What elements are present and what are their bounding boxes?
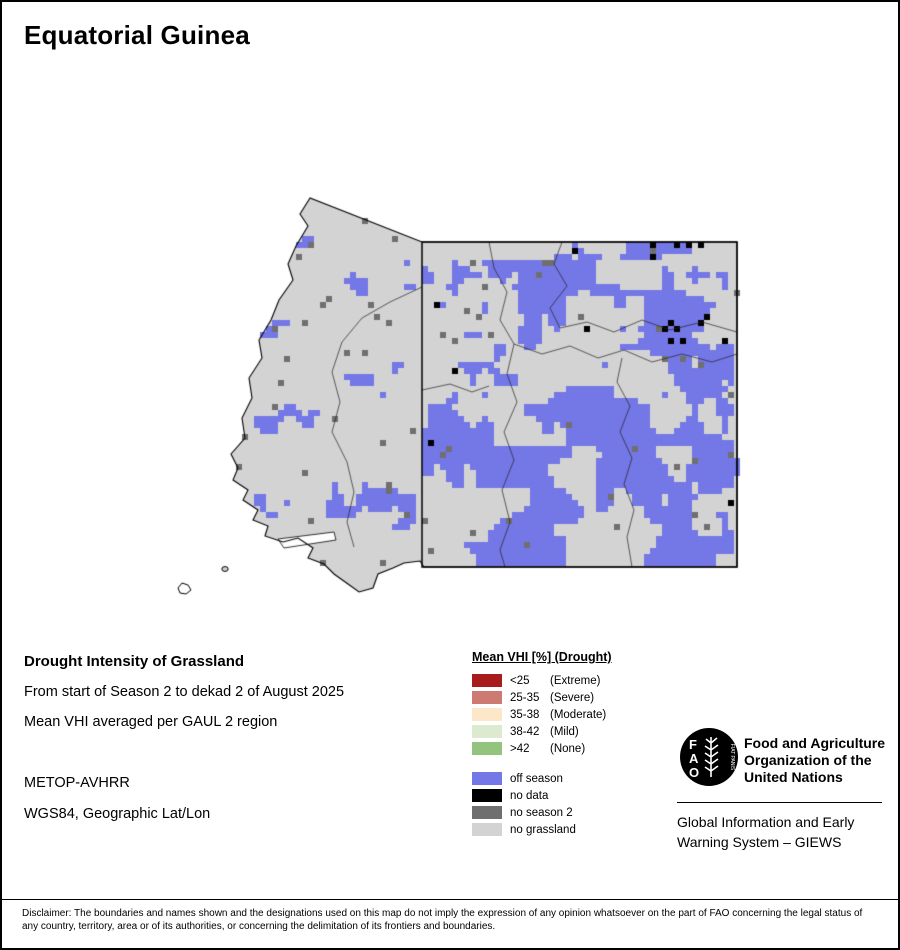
giews-line1: Global Information and Early	[677, 814, 855, 830]
fao-logo-letter-a: A	[689, 751, 699, 766]
legend-range: <25	[510, 674, 530, 687]
legend-swatch-extreme	[472, 674, 502, 687]
legend-desc: no data	[510, 789, 549, 802]
legend-row-no-season2: no season 2	[472, 804, 682, 821]
map-subtitle: Drought Intensity of Grassland	[24, 653, 245, 670]
legend-swatch-none	[472, 742, 502, 755]
legend-row-none: >42 (None)	[472, 740, 682, 757]
page-title: Equatorial Guinea	[24, 20, 250, 50]
legend-row-no-data: no data	[472, 787, 682, 804]
disclaimer-text: Disclaimer: The boundaries and names sho…	[22, 908, 863, 932]
fao-logo-icon: F A O FIAT PANIS	[680, 728, 738, 786]
legend-desc: (Extreme)	[550, 674, 601, 687]
drought-map-canvas	[167, 137, 747, 612]
method-line: Mean VHI averaged per GAUL 2 region	[24, 714, 278, 730]
sensor-line: METOP-AVHRR	[24, 775, 130, 791]
legend-range: >42	[510, 742, 530, 755]
fao-org-line1: Food and Agriculture	[744, 735, 886, 751]
period-line: From start of Season 2 to dekad 2 of Aug…	[24, 684, 345, 700]
legend-range: 38-42	[510, 725, 540, 738]
legend: Mean VHI [%] (Drought) <25 (Extreme) 25-…	[472, 650, 682, 838]
legend-desc: (Mild)	[550, 725, 579, 738]
legend-swatch-no-data	[472, 789, 502, 802]
legend-range: 35-38	[510, 708, 540, 721]
legend-desc: (Moderate)	[550, 708, 607, 721]
legend-swatch-no-grassland	[472, 823, 502, 836]
legend-desc: no season 2	[510, 806, 573, 819]
legend-gap	[472, 757, 682, 770]
legend-row-moderate: 35-38 (Moderate)	[472, 706, 682, 723]
legend-desc: no grassland	[510, 823, 576, 836]
fao-org-name: Food and Agriculture Organization of the…	[744, 735, 898, 786]
wheat-ear-icon	[704, 737, 719, 777]
giews-label: Global Information and Early Warning Sys…	[677, 812, 897, 852]
legend-row-mild: 38-42 (Mild)	[472, 723, 682, 740]
legend-swatch-moderate	[472, 708, 502, 721]
legend-row-extreme: <25 (Extreme)	[472, 672, 682, 689]
legend-title: Mean VHI [%] (Drought)	[472, 650, 612, 664]
legend-swatch-off-season	[472, 772, 502, 785]
legend-desc: (None)	[550, 742, 586, 755]
footer-divider	[2, 899, 898, 900]
legend-desc: off season	[510, 772, 563, 785]
fao-logo-letter-o: O	[689, 765, 699, 780]
branding-divider	[677, 802, 882, 803]
legend-desc: (Severe)	[550, 691, 595, 704]
projection-line: WGS84, Geographic Lat/Lon	[24, 806, 211, 822]
giews-line2: Warning System – GIEWS	[677, 834, 842, 850]
legend-row-severe: 25-35 (Severe)	[472, 689, 682, 706]
fao-logo-letter-f: F	[689, 737, 697, 752]
fao-org-line3: United Nations	[744, 769, 843, 785]
legend-swatch-no-season2	[472, 806, 502, 819]
fao-logo-motto: FIAT PANIS	[729, 744, 735, 771]
legend-row-off-season: off season	[472, 770, 682, 787]
legend-row-no-grassland: no grassland	[472, 821, 682, 838]
legend-swatch-mild	[472, 725, 502, 738]
legend-range: 25-35	[510, 691, 540, 704]
legend-swatch-severe	[472, 691, 502, 704]
fao-org-line2: Organization of the	[744, 752, 872, 768]
